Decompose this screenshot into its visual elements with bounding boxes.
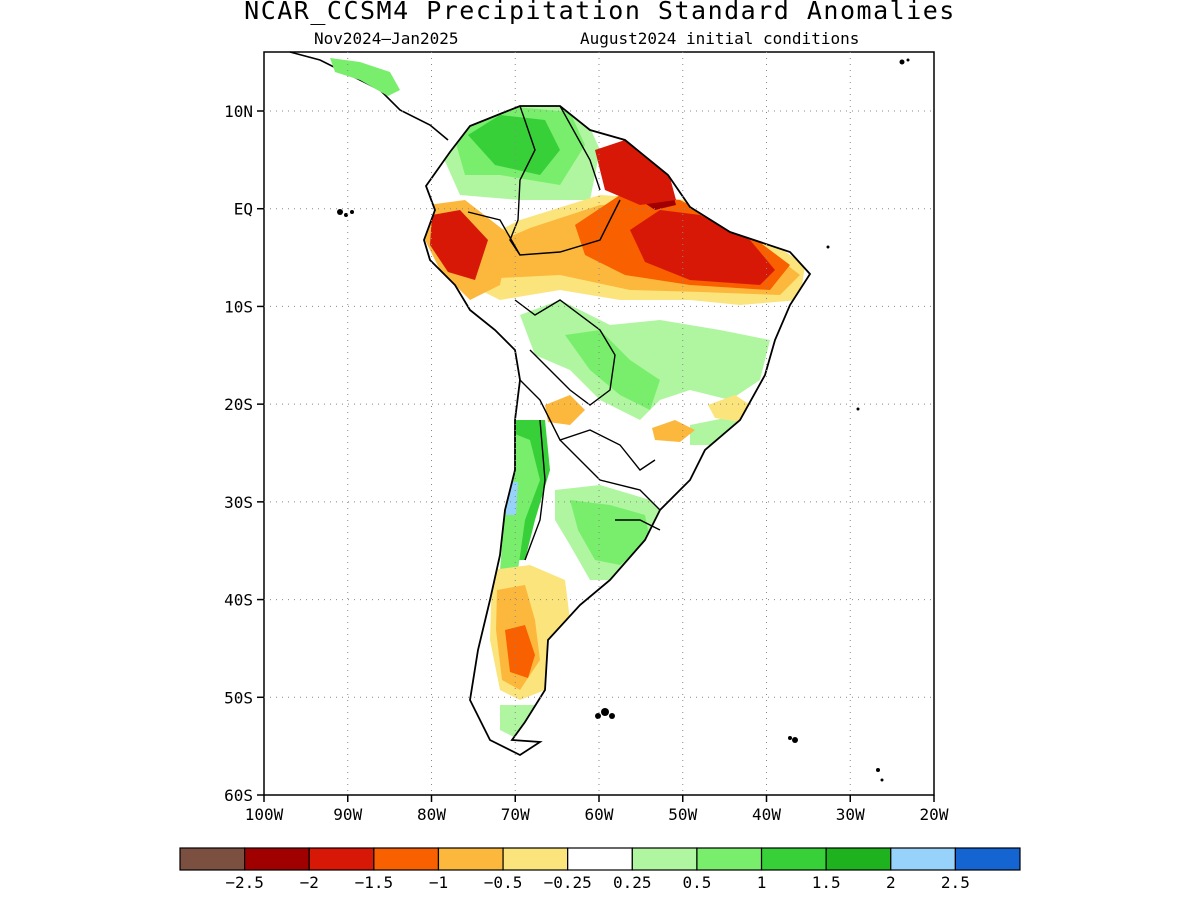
lon-label: 50W [668,805,697,824]
colorbar-label: 1.5 [812,873,841,892]
latitude-labels: 10N EQ 10S 20S 30S 40S 50S 60S [224,102,253,805]
lon-label: 80W [417,805,446,824]
lat-label: 30S [224,493,253,512]
initial-conditions: August2024 initial conditions [580,29,860,48]
central-america-wet [330,58,400,96]
lon-label: 40W [752,805,781,824]
lon-label: 70W [501,805,530,824]
forecast-period: Nov2024–Jan2025 [314,29,459,48]
colorbar-swatch [760,847,827,871]
colorbar-label: −2 [300,873,319,892]
wet-central-brazil [520,300,770,420]
colorbar-swatch [696,847,763,871]
colorbar-label: −1 [429,873,448,892]
dry-guiana [595,140,676,205]
dry-patagonia-strong [505,625,535,678]
lat-label: EQ [234,200,253,219]
lat-label: 40S [224,591,253,610]
colorbar-swatch [179,847,246,871]
colorbar-swatch [437,847,504,871]
lon-label: 90W [333,805,362,824]
map-grid [257,52,935,802]
map-title: NCAR_CCSM4 Precipitation Standard Anomal… [244,0,956,25]
lon-label: 60W [585,805,614,824]
colorbar-swatch [502,847,569,871]
dry-peru-strong [430,210,488,280]
colorbar-swatch [890,847,956,871]
lon-label: 30W [836,805,865,824]
lon-label: 100W [245,805,284,824]
colorbar-swatch [373,847,440,871]
colorbar: −2.5 −2 −1.5 −1 −0.5 −0.25 0.25 0.5 1 1.5 2 2.5 [179,847,1021,892]
colorbar-swatch [825,847,892,871]
wet-south-brazil-mid [570,500,650,565]
dry-spot-goias [652,420,695,442]
colorbar-swatch [244,847,310,871]
country-borders [467,105,661,561]
colorbar-label: −0.25 [544,873,592,892]
colorbar-label: 1 [757,873,767,892]
lat-label: 10S [224,297,253,316]
colorbar-swatch [631,847,698,871]
longitude-labels: 100W 90W 80W 70W 60W 50W 40W 30W 20W [245,805,949,824]
dry-bolivia [545,395,585,425]
colorbar-label: 2 [886,873,896,892]
dry-amazon-severe [630,210,775,285]
lat-label: 10N [224,102,253,121]
colorbar-label: −2.5 [225,873,264,892]
lat-label: 50S [224,688,253,707]
lat-label: 20S [224,395,253,414]
colorbar-label: −1.5 [355,873,394,892]
colorbar-swatch [308,847,375,871]
colorbar-label: 0.25 [613,873,652,892]
colorbar-label: −0.5 [484,873,523,892]
lon-label: 20W [920,805,949,824]
lat-label: 60S [224,786,253,805]
coastline [423,105,812,757]
map-frame [263,51,935,796]
wet-colombia-strong [468,115,560,175]
colorbar-swatch [567,847,633,871]
colorbar-swatch [954,847,1021,871]
islands [337,58,910,782]
colorbar-label: 0.5 [682,873,711,892]
colorbar-label: 2.5 [941,873,970,892]
